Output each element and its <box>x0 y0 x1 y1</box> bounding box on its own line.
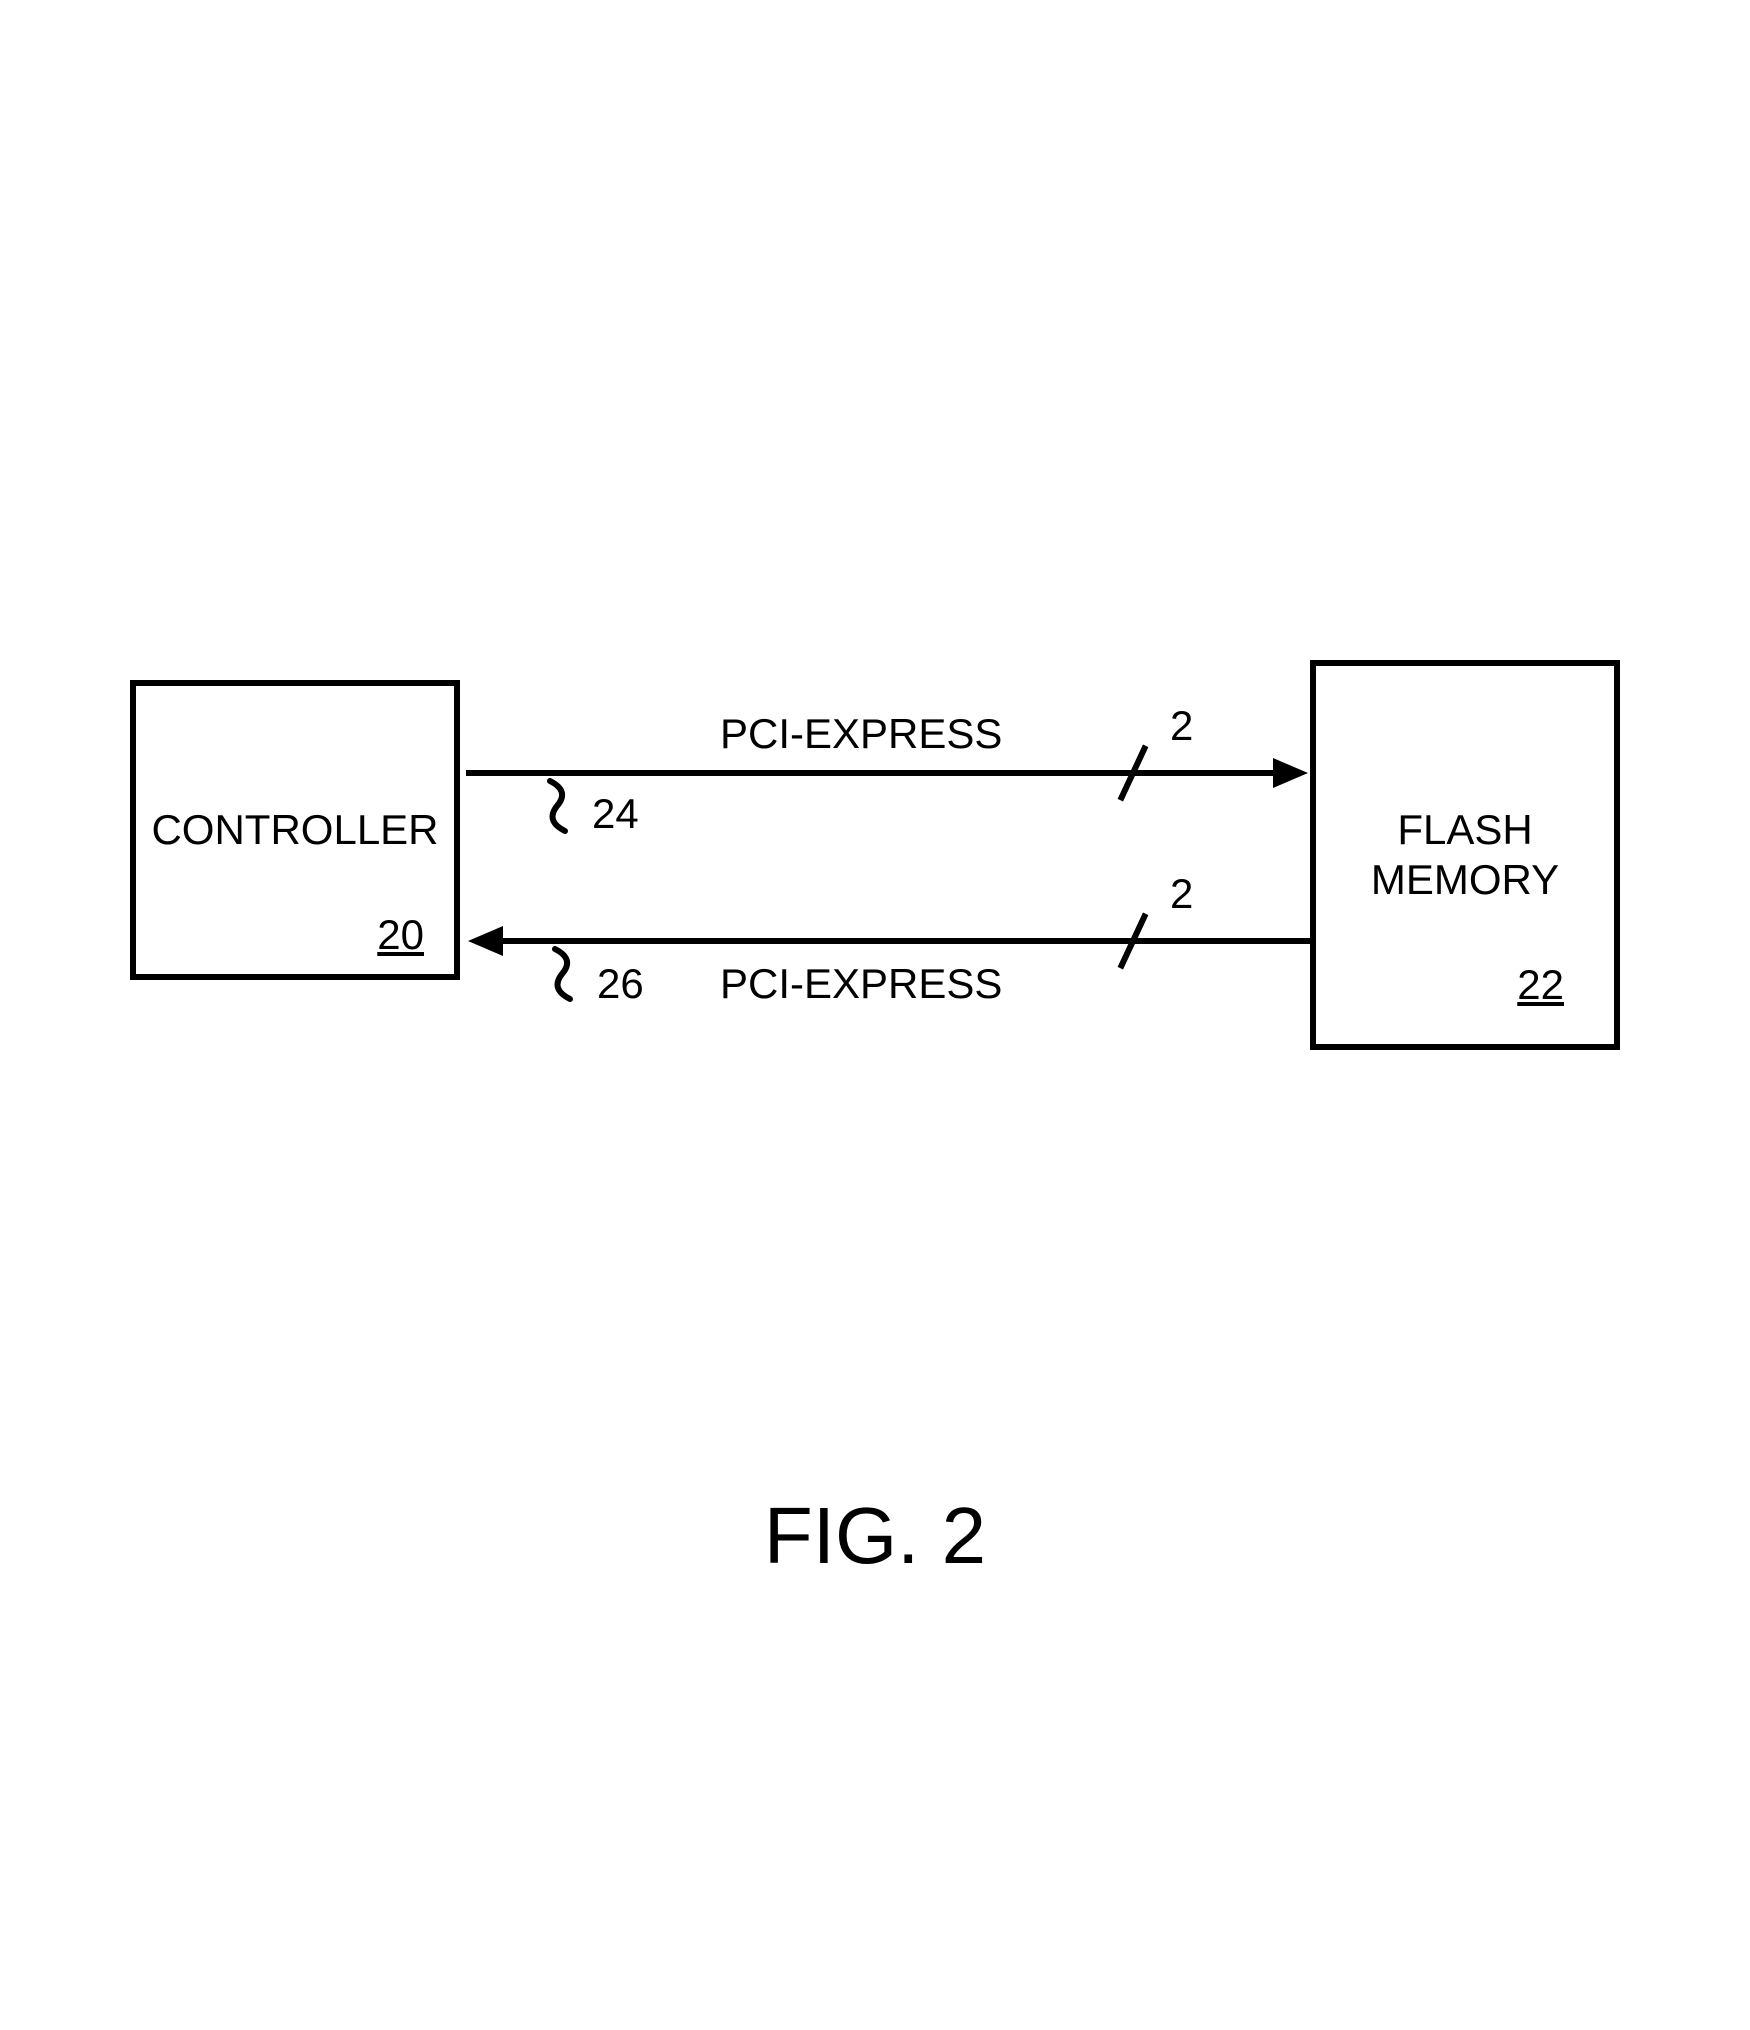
bottom-arrow-ref: 26 <box>597 960 644 1008</box>
bottom-arrow-head <box>468 926 503 956</box>
top-squiggle <box>545 776 585 836</box>
flash-node: FLASH MEMORY 22 <box>1310 660 1620 1050</box>
controller-ref-number: 20 <box>377 911 424 959</box>
controller-node: CONTROLLER 20 <box>130 680 460 980</box>
bottom-arrow-line <box>500 938 1310 944</box>
figure-label: FIG. 2 <box>0 1490 1750 1582</box>
top-arrow-ref: 24 <box>592 790 639 838</box>
flash-label: FLASH MEMORY <box>1371 805 1559 906</box>
bottom-arrow-label: PCI-EXPRESS <box>720 960 1002 1008</box>
diagram-container: CONTROLLER 20 FLASH MEMORY 22 24 PCI-EXP… <box>130 680 1610 1100</box>
top-arrow-label: PCI-EXPRESS <box>720 710 1002 758</box>
top-arrow-head <box>1273 758 1308 788</box>
controller-label: CONTROLLER <box>151 805 438 855</box>
bottom-squiggle <box>550 944 590 1004</box>
flash-ref-number: 22 <box>1517 961 1564 1009</box>
top-arrow-line <box>466 770 1276 776</box>
top-lane-count: 2 <box>1170 702 1193 750</box>
bottom-lane-count: 2 <box>1170 870 1193 918</box>
